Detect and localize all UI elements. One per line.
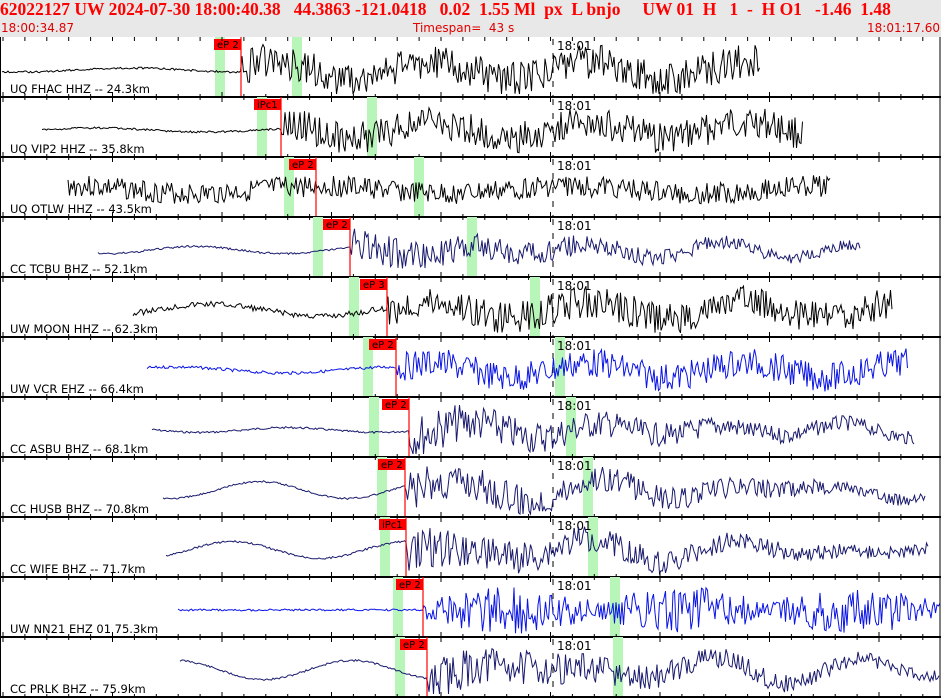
trace-row[interactable]: 18:01 eP 3 UW MOON HHZ -- 62.3km xyxy=(0,277,941,342)
pick-label: eP 2 xyxy=(403,640,425,651)
trace-row[interactable]: 18:01 iPc1 UQ VIP2 HHZ -- 35.8km xyxy=(0,97,941,162)
pick-window-band xyxy=(349,277,359,337)
pick-label: eP 3 xyxy=(363,280,385,291)
station-label: UW MOON HHZ -- 62.3km xyxy=(10,322,158,336)
waveform xyxy=(165,526,929,575)
station-label: CC TCBU BHZ -- 52.1km xyxy=(10,262,148,276)
pick-window-band xyxy=(613,637,623,697)
pick-window-band xyxy=(215,37,225,97)
pick-flag[interactable] xyxy=(360,279,387,290)
trace-row[interactable]: 18:01 eP 2 UQ OTLW HHZ -- 43.5km xyxy=(0,157,941,222)
waveform xyxy=(41,106,803,154)
station-label: UQ VIP2 HHZ -- 35.8km xyxy=(10,142,145,156)
seismogram-panel[interactable]: 18:01 eP 2 UQ FHAC HHZ -- 24.3km 18:01 iPc1 U… xyxy=(0,37,941,698)
minute-label: 18:01 xyxy=(557,279,592,293)
waveform xyxy=(179,647,940,695)
pick-window-band xyxy=(292,37,302,97)
pick-flag[interactable] xyxy=(378,459,405,470)
minute-label: 18:01 xyxy=(557,399,592,413)
pick-label: iPc1 xyxy=(257,100,278,111)
pick-flag[interactable] xyxy=(214,39,241,50)
pick-label: eP 2 xyxy=(326,220,348,231)
minute-label: 18:01 xyxy=(557,159,592,173)
end-time: 18:01:17.60 xyxy=(867,21,940,35)
station-label: UW VCR EHZ -- 66.4km xyxy=(10,382,144,396)
waveform xyxy=(151,405,915,455)
pick-label: eP 2 xyxy=(372,340,394,351)
trace-row[interactable]: 18:01 eP 2 UW NN21 EHZ 01 75.3km xyxy=(0,577,941,642)
station-label: UQ FHAC HHZ -- 24.3km xyxy=(10,82,150,96)
station-label: CC WIFE BHZ -- 71.7km xyxy=(10,562,146,576)
trace-row[interactable]: 18:01 eP 2 CC HUSB BHZ -- 70.8km xyxy=(0,457,941,522)
trace-row[interactable]: 18:01 eP 2 CC TCBU BHZ -- 52.1km xyxy=(0,217,941,282)
pick-flag[interactable] xyxy=(379,519,406,530)
trace-row[interactable]: 18:01 eP 2 UW VCR EHZ -- 66.4km xyxy=(0,337,941,402)
pick-window-band xyxy=(566,397,576,457)
station-label: UQ OTLW HHZ -- 43.5km xyxy=(10,202,152,216)
trace-row[interactable]: 18:01 eP 2 UQ FHAC HHZ -- 24.3km xyxy=(0,37,941,102)
station-label: CC HUSB BHZ -- 70.8km xyxy=(10,502,149,516)
minute-label: 18:01 xyxy=(557,39,592,53)
minute-label: 18:01 xyxy=(557,519,592,533)
pick-window-band xyxy=(610,577,620,637)
waveform xyxy=(177,586,941,634)
pick-window-band xyxy=(588,517,598,577)
pick-window-band xyxy=(369,397,379,457)
pick-window-band xyxy=(395,637,405,697)
pick-window-band xyxy=(363,337,373,397)
pick-window-band xyxy=(530,277,540,337)
waveform xyxy=(132,284,893,334)
pick-flag[interactable] xyxy=(323,219,350,230)
pick-window-band xyxy=(367,97,377,157)
station-label: CC PRLK BHZ -- 75.9km xyxy=(10,682,146,696)
station-label: CC ASBU BHZ -- 68.1km xyxy=(10,442,148,456)
pick-label: eP 2 xyxy=(292,160,314,171)
start-time: 18:00:34.87 xyxy=(1,21,74,35)
pick-window-band xyxy=(257,97,267,157)
trace-row[interactable]: 18:01 iPc1 CC WIFE BHZ -- 71.7km xyxy=(0,517,941,582)
minute-label: 18:01 xyxy=(557,579,592,593)
pick-label: eP 2 xyxy=(381,460,403,471)
pick-flag[interactable] xyxy=(369,339,396,350)
minute-label: 18:01 xyxy=(557,99,592,113)
trace-row[interactable]: 18:01 eP 2 CC ASBU BHZ -- 68.1km xyxy=(0,397,941,462)
waveform xyxy=(162,466,926,516)
minute-label: 18:01 xyxy=(557,639,592,653)
minute-label: 18:01 xyxy=(557,459,592,473)
pick-window-band xyxy=(377,457,387,517)
station-label: UW NN21 EHZ 01 75.3km xyxy=(10,622,158,636)
pick-label: eP 2 xyxy=(385,400,407,411)
waveform xyxy=(97,228,861,269)
waveform xyxy=(146,347,908,392)
waveform xyxy=(67,175,831,205)
waveform xyxy=(1,43,760,95)
trace-row[interactable]: 18:01 eP 2 CC PRLK BHZ -- 75.9km xyxy=(0,637,941,698)
minute-label: 18:01 xyxy=(557,219,592,233)
pick-flag[interactable] xyxy=(400,639,427,650)
pick-window-band xyxy=(380,517,390,577)
pick-label: eP 2 xyxy=(217,40,239,51)
pick-window-band xyxy=(313,217,323,277)
pick-window-band xyxy=(284,157,294,217)
pick-label: eP 2 xyxy=(399,580,421,591)
pick-label: iPc1 xyxy=(382,520,403,531)
event-summary-title: 62022127 UW 2024-07-30 18:00:40.38 44.38… xyxy=(0,0,891,19)
timespan-label: Timespan= 43 s xyxy=(413,21,515,35)
pick-window-band xyxy=(393,577,403,637)
minute-label: 18:01 xyxy=(557,339,592,353)
pick-flag[interactable] xyxy=(396,579,423,590)
pick-flag[interactable] xyxy=(254,99,281,110)
pick-flag[interactable] xyxy=(382,399,409,410)
event-header: 62022127 UW 2024-07-30 18:00:40.38 44.38… xyxy=(0,0,941,37)
pick-flag[interactable] xyxy=(289,159,316,170)
